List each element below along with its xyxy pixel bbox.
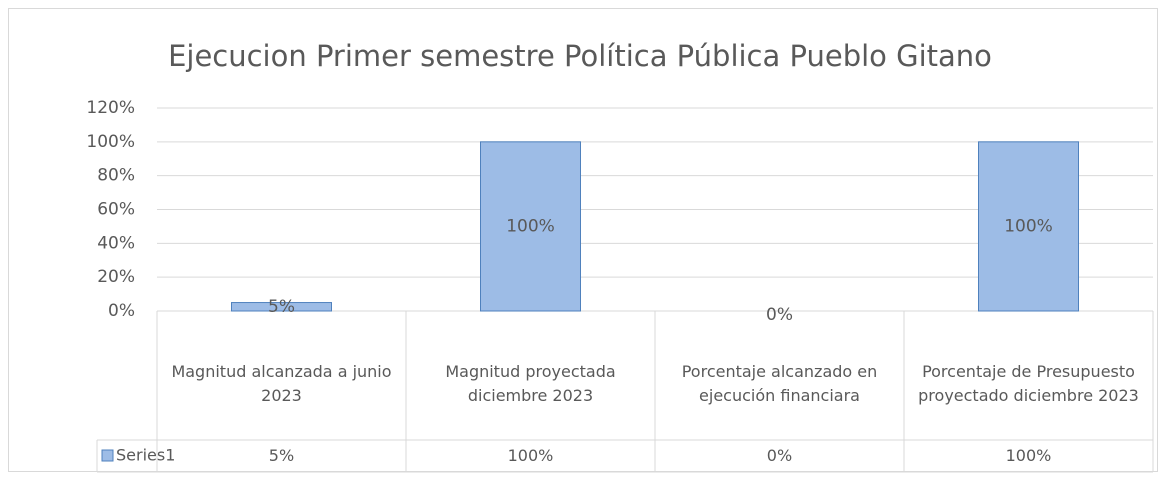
y-tick-label: 100% bbox=[86, 132, 135, 152]
y-tick-label: 0% bbox=[108, 301, 135, 321]
table-value: 100% bbox=[507, 446, 554, 465]
y-tick-label: 120% bbox=[86, 98, 135, 118]
table-value: 5% bbox=[268, 446, 295, 465]
table-value: 0% bbox=[766, 446, 793, 465]
chart-title: Ejecucion Primer semestre Política Públi… bbox=[168, 39, 992, 73]
data-label: 0% bbox=[766, 305, 793, 325]
category-label: Porcentaje alcanzado en ejecución financ… bbox=[681, 361, 878, 405]
chart-border bbox=[8, 8, 1158, 472]
category-label: Magnitud proyectada diciembre 2023 bbox=[445, 361, 616, 405]
data-label: 5% bbox=[268, 297, 295, 317]
y-tick-label: 60% bbox=[97, 200, 135, 220]
bar bbox=[978, 141, 1079, 312]
y-tick-label: 40% bbox=[97, 233, 135, 253]
category-label: Porcentaje de Presupuesto proyectado dic… bbox=[918, 361, 1139, 405]
y-tick-label: 20% bbox=[97, 267, 135, 287]
bar bbox=[480, 141, 581, 312]
y-tick-label: 80% bbox=[97, 166, 135, 186]
legend-label: Series1 bbox=[116, 446, 175, 465]
table-value: 100% bbox=[1005, 446, 1052, 465]
legend-swatch bbox=[101, 449, 114, 462]
bar bbox=[231, 302, 332, 312]
data-label: 100% bbox=[1004, 216, 1053, 236]
data-label: 100% bbox=[506, 216, 555, 236]
category-label: Magnitud alcanzada a junio 2023 bbox=[171, 361, 392, 405]
